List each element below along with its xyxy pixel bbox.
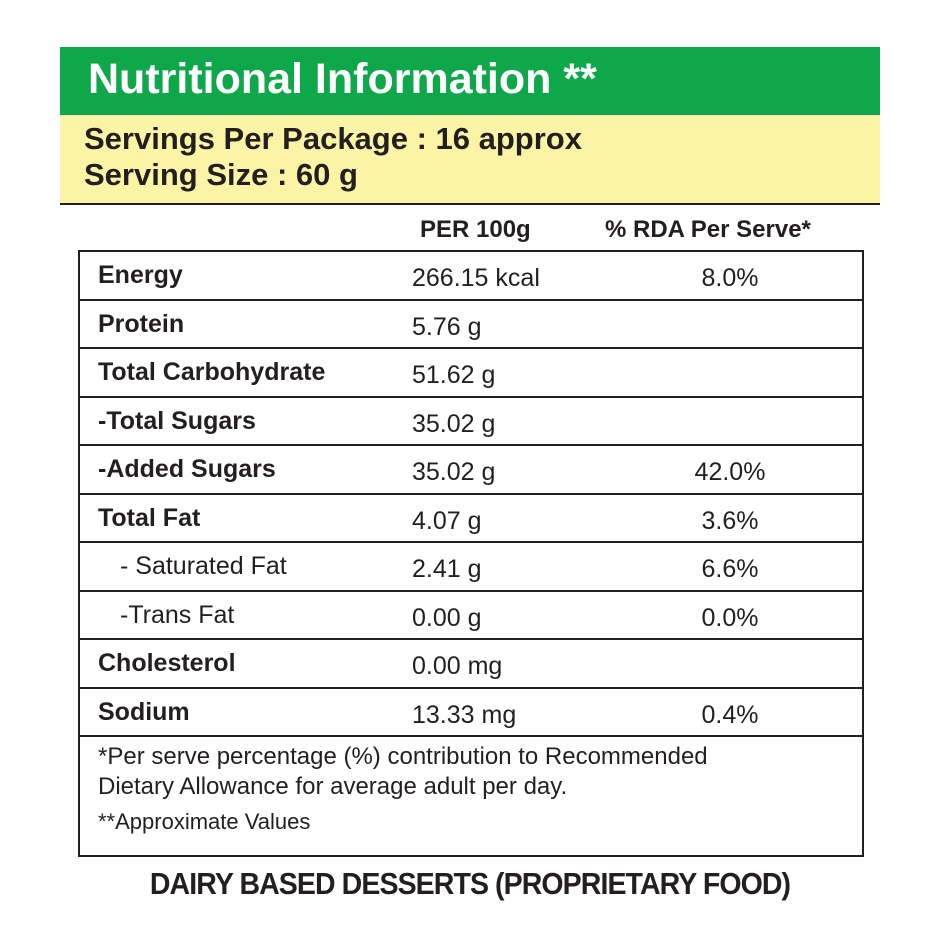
per-100g-value: 35.02 g <box>412 458 496 486</box>
rda-value: 0.0% <box>701 603 759 632</box>
nutrient-label: -Added Sugars <box>98 455 276 483</box>
per-100g-value: 5.76 g <box>412 312 482 341</box>
nutrient-label: Energy <box>98 261 183 289</box>
table-row: -Total Sugars 35.02 g <box>80 398 862 446</box>
rda-value: 6.6% <box>701 555 759 583</box>
nutrient-label: Total Fat <box>98 503 201 532</box>
column-header: PER 100g <box>420 216 531 243</box>
per-100g-value: 35.02 g <box>412 409 496 438</box>
per-100g-value: 0.00 mg <box>412 652 503 680</box>
nutrient-label: -Total Sugars <box>98 406 256 435</box>
nutrient-label: - Saturated Fat <box>120 552 287 580</box>
per-100g-value: 13.33 mg <box>412 700 517 729</box>
rda-value: 8.0% <box>701 264 759 292</box>
per-100g-value: 51.62 g <box>412 361 496 389</box>
servings-per-package: Servings Per Package : 16 approx <box>84 121 582 156</box>
title: Nutritional Information ** <box>88 55 597 103</box>
per-100g-value: 0.00 g <box>412 603 482 632</box>
table-row: Protein 5.76 g <box>80 301 862 349</box>
table-row: Total Fat 4.07 g 3.6% <box>80 495 862 543</box>
nutrient-label: Cholesterol <box>98 649 236 677</box>
table-row: Sodium 13.33 mg 0.4% <box>80 689 862 737</box>
table-row: - Saturated Fat 2.41 g 6.6% <box>80 543 862 592</box>
per-100g-value: 4.07 g <box>412 506 482 535</box>
rda-value: 42.0% <box>694 458 766 486</box>
nutrient-label: Total Carbohydrate <box>98 358 326 386</box>
per-100g-value: 2.41 g <box>412 555 482 583</box>
nutrition-table: Energy 266.15 kcal 8.0% Protein 5.76 g Total … <box>78 250 864 857</box>
table-row: Cholesterol 0.00 mg <box>80 640 862 689</box>
table-row: Total Carbohydrate 51.62 g <box>80 349 862 398</box>
title-band: Nutritional Information ** <box>60 47 880 115</box>
table-row: -Added Sugars 35.02 g 42.0% <box>80 446 862 495</box>
table-row: -Trans Fat 0.00 g 0.0% <box>80 592 862 640</box>
product-name: DAIRY BASED DESSERTS (PROPRIETARY FOOD) <box>149 866 791 901</box>
footnote: *Per serve percentage (%) contribution t… <box>98 743 708 770</box>
rda-value: 3.6% <box>701 506 759 535</box>
nutrient-label: -Trans Fat <box>120 600 235 629</box>
serving-size: Serving Size : 60 g <box>84 157 358 192</box>
column-header: % RDA Per Serve* <box>605 216 811 243</box>
serving-band: Servings Per Package : 16 approx Serving… <box>60 115 880 205</box>
table-row: Energy 266.15 kcal 8.0% <box>80 252 862 301</box>
nutrient-label: Sodium <box>98 697 190 726</box>
footnote: **Approximate Values <box>98 809 311 834</box>
per-100g-value: 266.15 kcal <box>412 264 540 292</box>
footnote: Dietary Allowance for average adult per … <box>98 773 568 800</box>
nutrient-label: Protein <box>98 309 185 338</box>
rda-value: 0.4% <box>701 700 759 729</box>
